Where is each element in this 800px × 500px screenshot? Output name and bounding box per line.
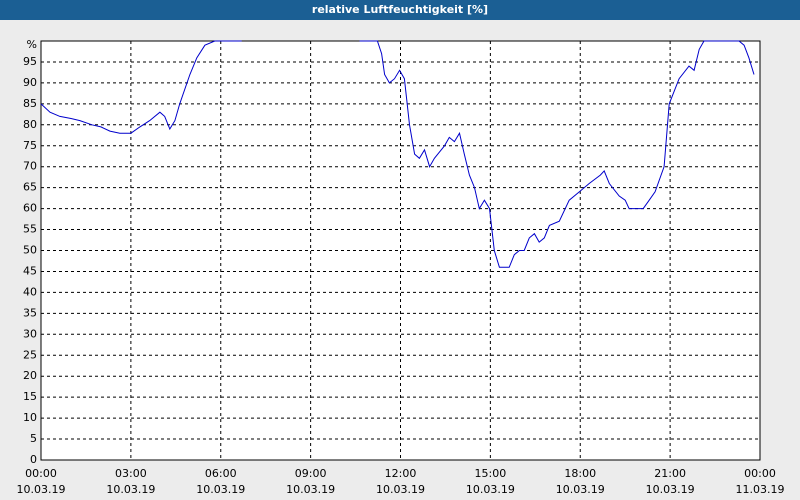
x-tick-label: 09:00 [295, 467, 327, 480]
y-tick-label: 80 [23, 118, 37, 131]
y-tick-label: 85 [23, 97, 37, 110]
y-tick-label: 90 [23, 76, 37, 89]
y-tick-label: 70 [23, 160, 37, 173]
y-tick-label: 60 [23, 202, 37, 215]
y-tick-label: 5 [30, 432, 37, 445]
y-tick-label: 65 [23, 181, 37, 194]
y-tick-label: 20 [23, 369, 37, 382]
x-tick-label: 18:00 [564, 467, 596, 480]
y-tick-label: 75 [23, 139, 37, 152]
x-tick-label: 15:00 [475, 467, 507, 480]
x-tick-label: 00:00 [744, 467, 776, 480]
y-tick-label: 25 [23, 348, 37, 361]
x-tick-label: 03:00 [115, 467, 147, 480]
data-line [40, 40, 755, 268]
x-tick-sublabel: 10.03.19 [556, 483, 605, 496]
x-tick-sublabel: 11.03.19 [736, 483, 785, 496]
x-tick-sublabel: 10.03.19 [376, 483, 425, 496]
x-tick-sublabel: 10.03.19 [466, 483, 515, 496]
x-tick-sublabel: 10.03.19 [286, 483, 335, 496]
y-tick-label: 50 [23, 244, 37, 257]
y-tick-label: 30 [23, 327, 37, 340]
y-tick-label: 45 [23, 264, 37, 277]
x-tick-sublabel: 10.03.19 [17, 483, 66, 496]
x-tick-sublabel: 10.03.19 [196, 483, 245, 496]
y-tick-label: 55 [23, 223, 37, 236]
y-tick-label: 0 [30, 453, 37, 466]
x-tick-label: 00:00 [25, 467, 57, 480]
y-tick-label: 15 [23, 390, 37, 403]
chart-title: relative Luftfeuchtigkeit [%] [0, 0, 800, 20]
x-tick-label: 21:00 [654, 467, 686, 480]
y-tick-label: 95 [23, 55, 37, 68]
chart: 0 5 10 15 20 25 30 35 40 45 50 55 60 65 70 75 80 85 90 95% 0… [17, 38, 785, 496]
y-tick-label: 10 [23, 411, 37, 424]
y-tick-label: 40 [23, 285, 37, 298]
y-tick-label: 35 [23, 306, 37, 319]
x-tick-sublabel: 10.03.19 [646, 483, 695, 496]
x-tick-label: 06:00 [205, 467, 237, 480]
x-tick-label: 12:00 [385, 467, 417, 480]
x-tick-sublabel: 10.03.19 [106, 483, 155, 496]
y-unit: % [27, 38, 37, 51]
